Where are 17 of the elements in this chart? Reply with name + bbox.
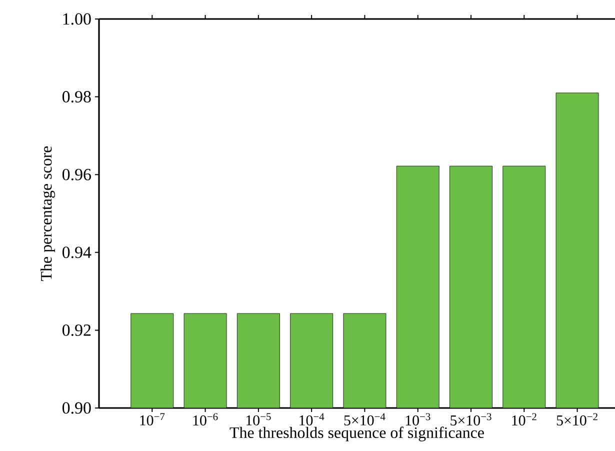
x-tick-label: 10$^{−6}$ (193, 413, 218, 426)
x-tick-label: 5×10$^{−4}$ (344, 413, 386, 426)
y-tick-label: 0.98 (62, 91, 91, 103)
y-tick-label: 0.92 (62, 324, 91, 336)
y-tick-label: 1.00 (63, 13, 91, 25)
x-tick-label: 10$^{−4}$ (300, 413, 324, 426)
x-tick-label: 10$^{−3}$ (406, 413, 430, 426)
x-tick-label: 5×10$^{−2}$ (556, 413, 598, 426)
x-tick-label: 10$^{−7}$ (140, 413, 165, 426)
x-tick-label: 5×10$^{−3}$ (450, 413, 492, 426)
x-tick-label: 10$^{−5}$ (246, 413, 271, 426)
y-axis-title: The percentage score (40, 146, 55, 281)
y-tick-label: 0.94 (62, 246, 92, 258)
x-tick-label: 10$^{−2}$ (512, 413, 536, 426)
y-tick-label: 0.90 (62, 402, 91, 414)
x-axis-title: The thresholds sequence of significance (230, 426, 484, 442)
y-tick-label: 0.96 (62, 168, 91, 180)
